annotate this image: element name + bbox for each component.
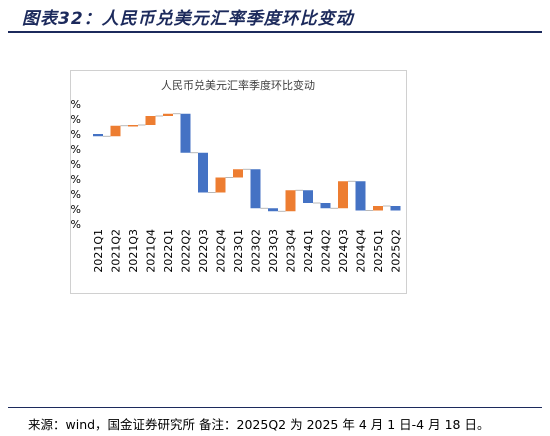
waterfall-bar	[180, 113, 191, 153]
x-tick-label: 2023Q2	[250, 229, 263, 273]
y-tick-label: -6.0%	[71, 173, 81, 186]
waterfall-bar	[320, 203, 331, 209]
x-tick-label: 2024Q2	[320, 229, 333, 273]
x-tick-label: 2023Q3	[267, 229, 280, 273]
waterfall-bar	[215, 177, 226, 193]
y-tick-label: -2.0%	[71, 143, 81, 156]
x-tick-label: 2021Q4	[145, 229, 158, 273]
y-tick-label: -12.0%	[71, 218, 81, 231]
x-tick-label: 2021Q2	[110, 229, 123, 273]
waterfall-bar	[163, 113, 173, 116]
x-tick-label: 2022Q2	[180, 229, 193, 273]
x-tick-label: 2021Q1	[92, 229, 105, 273]
waterfall-bar	[303, 190, 313, 203]
y-tick-label: 2.0%	[71, 113, 81, 126]
y-tick-label: 4.0%	[71, 98, 81, 111]
waterfall-bar	[128, 125, 138, 127]
y-tick-label: -4.0%	[71, 158, 81, 171]
waterfall-chart: 人民币兑美元汇率季度环比变动 4.0% 2.0% 0.0% -2.0% -4.0% -6.…	[71, 78, 403, 273]
waterfall-bar	[145, 116, 156, 125]
x-tick-label: 2024Q4	[355, 229, 368, 273]
waterfall-bar	[338, 181, 348, 209]
footer-rule	[8, 407, 542, 408]
source-note: 来源：wind，国金证券研究所 备注：2025Q2 为 2025 年 4 月 1…	[28, 417, 490, 432]
x-tick-label: 2021Q3	[127, 229, 140, 273]
waterfall-bar	[233, 169, 243, 178]
x-tick-label: 2025Q2	[390, 229, 403, 273]
x-tick-label: 2024Q1	[302, 229, 315, 273]
x-tick-label: 2025Q1	[372, 229, 385, 273]
y-tick-label: -10.0%	[71, 203, 81, 216]
waterfall-bar	[198, 152, 208, 193]
title-underline	[8, 31, 542, 33]
waterfall-bar	[355, 181, 366, 211]
waterfall-bar	[373, 206, 383, 211]
waterfall-bar	[390, 206, 401, 211]
waterfall-bar	[110, 125, 121, 137]
waterfall-bar	[93, 134, 103, 137]
x-tick-label: 2022Q3	[197, 229, 210, 273]
waterfall-bar	[250, 169, 261, 209]
y-tick-label: -8.0%	[71, 188, 81, 201]
y-axis: 4.0% 2.0% 0.0% -2.0% -4.0% -6.0% -8.0% -10.0% -1…	[71, 98, 81, 231]
x-axis: 2021Q1 2021Q2 2021Q3 2021Q4 2022Q1 2022Q2 2022…	[92, 229, 403, 273]
chart-panel: 人民币兑美元汇率季度环比变动 4.0% 2.0% 0.0% -2.0% -4.0% -6.…	[70, 70, 407, 294]
chart-title: 人民币兑美元汇率季度环比变动	[161, 78, 315, 92]
x-tick-label: 2022Q4	[215, 229, 228, 273]
figure-title: 图表32：人民币兑美元汇率季度环比变动	[22, 9, 354, 29]
bars	[93, 113, 401, 212]
x-tick-label: 2024Q3	[337, 229, 350, 273]
x-tick-label: 2022Q1	[162, 229, 175, 273]
x-tick-label: 2023Q4	[285, 229, 298, 273]
y-tick-label: 0.0%	[71, 128, 81, 141]
waterfall-bar	[285, 190, 296, 212]
waterfall-bar	[268, 208, 278, 212]
x-tick-label: 2023Q1	[232, 229, 245, 273]
